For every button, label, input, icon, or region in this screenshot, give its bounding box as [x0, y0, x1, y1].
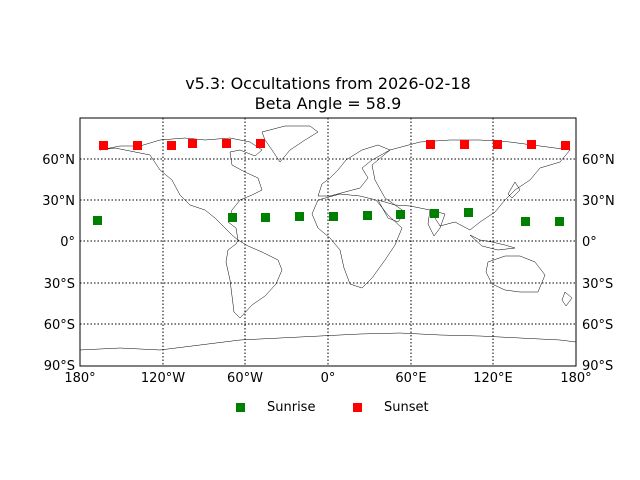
sunrise-marker-icon	[236, 403, 245, 412]
legend: Sunrise Sunset	[0, 400, 640, 418]
y-axis-left-labels: 60°N 30°N 0° 30°S 60°S 90°S	[42, 153, 75, 374]
x-tick: 60°W	[227, 371, 263, 386]
sunset-series	[99, 139, 570, 150]
legend-item-sunset: Sunset	[353, 400, 429, 415]
y-axis-right-labels: 60°N 30°N 0° 30°S 60°S 90°S	[582, 153, 615, 374]
chart-title: v5.3: Occultations from 2026-02-18	[185, 74, 471, 93]
y-tick-left: 60°N	[42, 153, 75, 168]
gridlines	[80, 118, 576, 366]
y-tick-right: 30°N	[582, 194, 615, 209]
x-tick: 120°W	[141, 371, 185, 386]
sunrise-series	[93, 208, 564, 226]
legend-label-sunset: Sunset	[384, 400, 429, 415]
x-tick: 120°E	[473, 371, 513, 386]
y-tick-left: 30°N	[42, 194, 75, 209]
y-tick-right: 30°S	[582, 277, 613, 292]
legend-label-sunrise: Sunrise	[267, 400, 316, 415]
x-axis-labels: 180° 120°W 60°W 0° 60°E 120°E 180°	[64, 371, 591, 386]
y-tick-left: 0°	[60, 235, 75, 250]
y-tick-left: 30°S	[44, 277, 75, 292]
y-tick-left: 90°S	[44, 359, 75, 374]
chart-subtitle: Beta Angle = 58.9	[254, 94, 402, 113]
y-tick-left: 60°S	[44, 318, 75, 333]
coastlines	[79, 125, 577, 351]
y-tick-right: 60°N	[582, 153, 615, 168]
y-tick-right: 0°	[582, 235, 597, 250]
x-tick: 60°E	[395, 371, 426, 386]
sunset-marker-icon	[353, 403, 362, 412]
x-tick: 0°	[321, 371, 336, 386]
y-tick-right: 90°S	[582, 359, 613, 374]
x-tick: 180°	[64, 371, 95, 386]
y-tick-right: 60°S	[582, 318, 613, 333]
plot-frame	[79, 117, 577, 367]
x-tick: 180°	[560, 371, 591, 386]
legend-item-sunrise: Sunrise	[236, 400, 315, 415]
